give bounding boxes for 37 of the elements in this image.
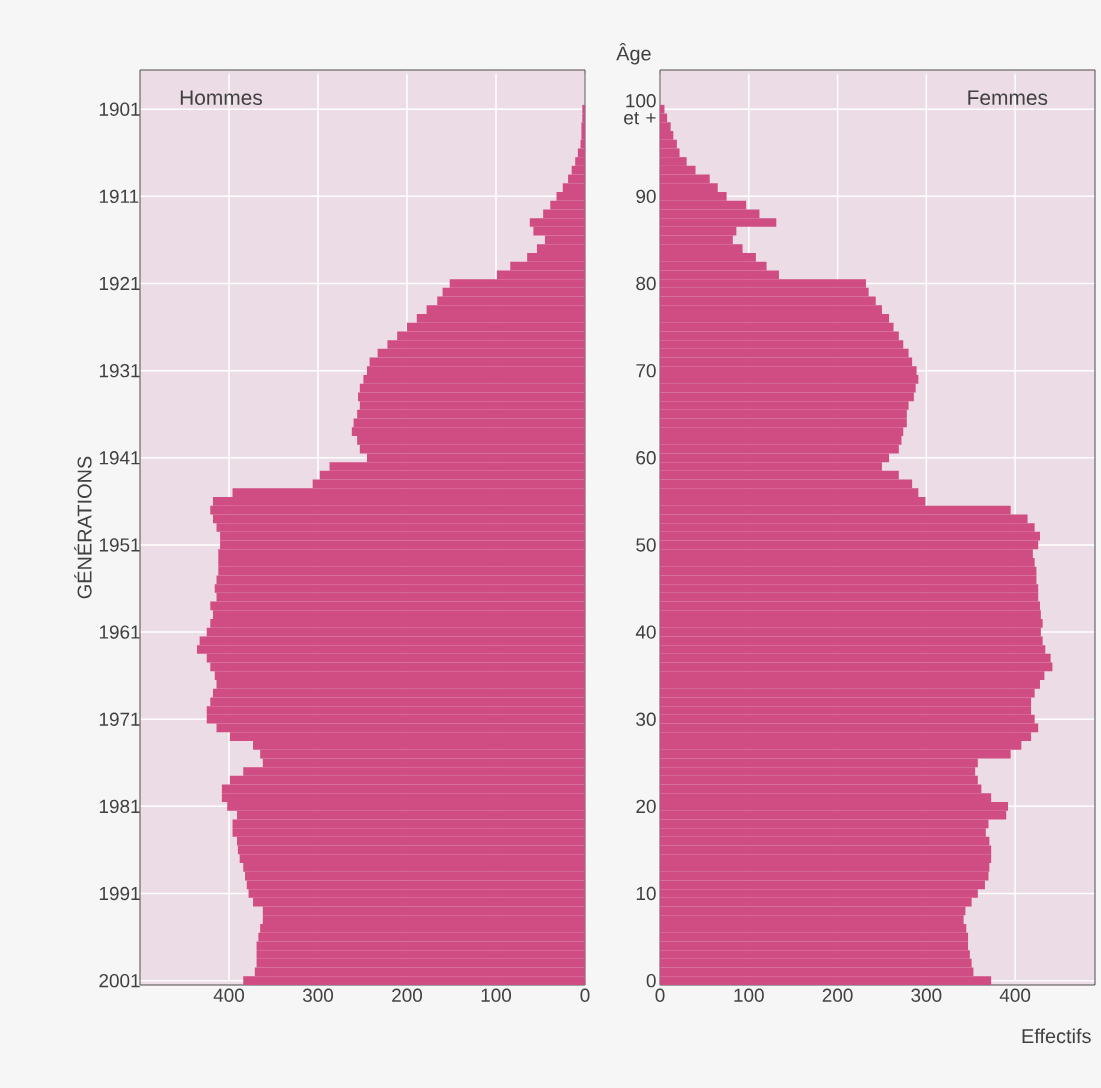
x-tick-label: 300 bbox=[302, 988, 334, 1002]
y-tick-label: 80 bbox=[636, 276, 656, 291]
x-tick-label: 0 bbox=[580, 988, 590, 1002]
y-tick-label: 30 bbox=[636, 712, 656, 726]
y-tick-label: 40 bbox=[635, 625, 656, 639]
y-tick-label: 70 bbox=[636, 363, 656, 378]
y-axis-title: GÉNÉRATIONS bbox=[74, 456, 92, 599]
y-tick-label: 1941 bbox=[99, 451, 140, 465]
y-tick-label: 2001 bbox=[99, 973, 140, 988]
y-tick-label: 10 bbox=[636, 886, 656, 901]
x-tick-label: 300 bbox=[911, 988, 942, 1002]
y-tick-label: 1931 bbox=[99, 363, 140, 378]
x-tick-label: 200 bbox=[822, 988, 853, 1002]
y-tick-label: 1991 bbox=[99, 886, 140, 901]
y-tick-label: 90 bbox=[636, 189, 656, 204]
y-axis-title: Âge bbox=[616, 42, 651, 65]
x-tick-label: 400 bbox=[213, 988, 245, 1002]
y-tick-label: 0 bbox=[646, 973, 656, 988]
chart-title: Hommes bbox=[180, 90, 263, 106]
y-tick-label: 1921 bbox=[99, 276, 140, 291]
x-tick-label: 0 bbox=[655, 988, 665, 1002]
y-tick-label: 1951 bbox=[99, 538, 140, 552]
x-axis-title: Effectifs bbox=[1022, 1028, 1091, 1044]
y-tick-label: 1971 bbox=[99, 712, 140, 726]
chart-title: Femmes bbox=[968, 90, 1048, 106]
y-tick-label: 20 bbox=[636, 799, 656, 814]
y-tick-label: 1901 bbox=[99, 102, 140, 116]
y-tick-label: 60 bbox=[636, 451, 656, 465]
x-tick-label: 100 bbox=[481, 988, 512, 1002]
y-tick-label: 1981 bbox=[99, 799, 140, 814]
y-tick-label: 50 bbox=[636, 538, 656, 552]
x-tick-label: 200 bbox=[392, 988, 423, 1002]
y-tick-label: 100 et + bbox=[624, 94, 656, 125]
y-tick-label: 1911 bbox=[99, 189, 139, 204]
x-tick-label: 400 bbox=[999, 988, 1031, 1002]
x-tick-label: 100 bbox=[734, 988, 764, 1002]
y-tick-label: 1961 bbox=[99, 625, 140, 639]
